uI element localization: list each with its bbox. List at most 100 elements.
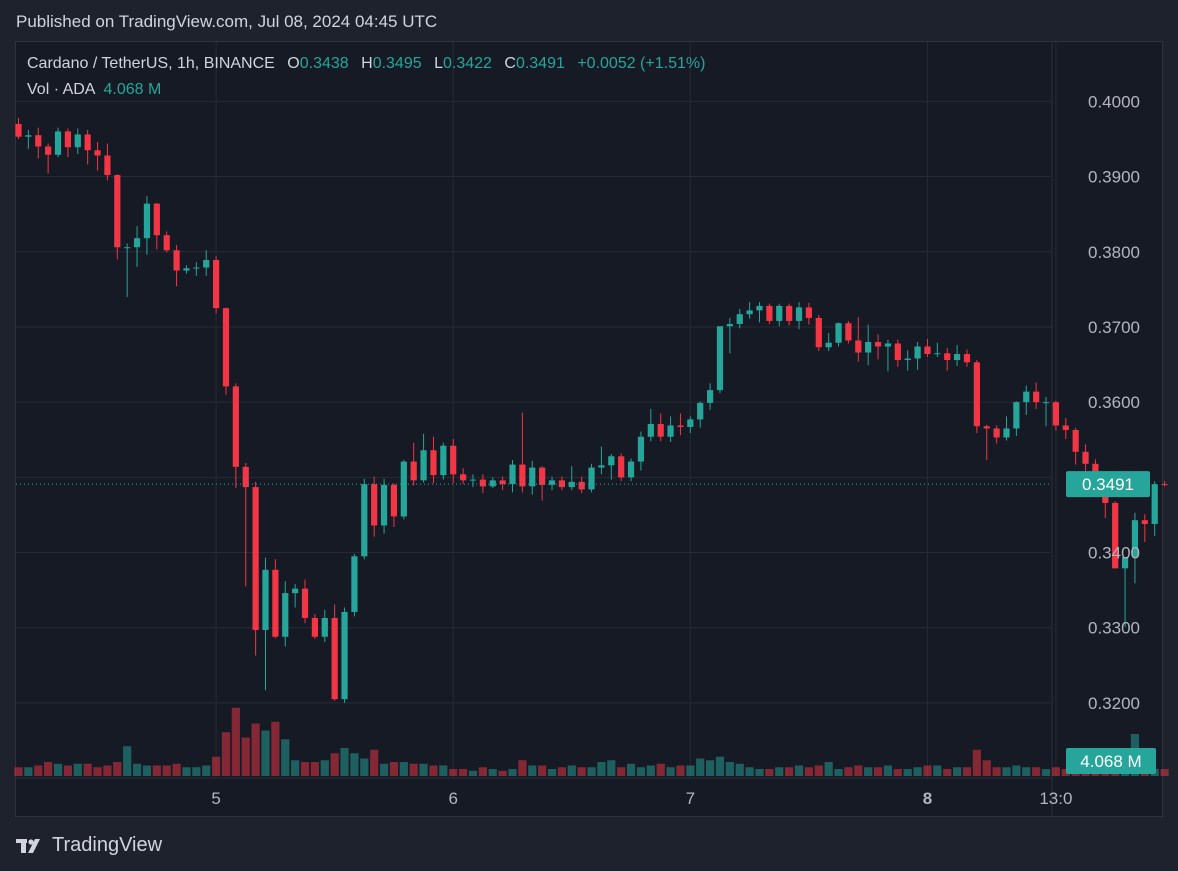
volume-bar <box>844 767 853 776</box>
candle-body <box>410 461 417 481</box>
volume-bar <box>725 762 734 776</box>
volume-bar <box>864 767 873 776</box>
candle-body <box>726 323 733 327</box>
candle-body <box>934 353 941 355</box>
volume-bar <box>824 762 833 776</box>
tradingview-logo-icon <box>16 838 40 853</box>
candle-body <box>578 481 585 490</box>
volume-bar <box>577 767 586 776</box>
open-label: O <box>287 55 300 72</box>
last-price-badge <box>1066 471 1150 498</box>
volume-bar <box>221 732 231 776</box>
volume-bar <box>192 767 201 776</box>
volume-bar <box>1032 767 1041 776</box>
volume-bar <box>123 746 132 776</box>
candle-body <box>54 131 62 155</box>
candle-body <box>1072 429 1079 452</box>
price-candles <box>15 117 1168 703</box>
published-caption: Published on TradingView.com, Jul 08, 20… <box>16 12 438 31</box>
candle-body <box>914 346 921 359</box>
candle-body <box>133 238 141 248</box>
volume-bar <box>281 739 290 776</box>
volume-bar <box>814 765 823 776</box>
candle-body <box>637 436 645 462</box>
candle-body <box>667 425 674 437</box>
volume-bar <box>656 763 665 776</box>
candle-body <box>440 445 447 476</box>
candle-body <box>292 588 299 594</box>
candle-body <box>183 268 190 271</box>
volume-bar <box>271 721 280 776</box>
volume-bar <box>1002 767 1011 776</box>
volume-bar <box>706 760 715 776</box>
candle-body <box>450 445 457 475</box>
y-tick-label: 0.3900 <box>1088 168 1140 187</box>
candle-body <box>627 461 635 478</box>
candle-body <box>469 479 477 481</box>
candle-body <box>993 428 1000 438</box>
volume-bar <box>1061 769 1070 776</box>
volume-bar <box>24 767 33 776</box>
volume-bar <box>478 767 487 776</box>
time-axis: 5 6 7 8 13:0 <box>211 789 1072 808</box>
brand-name: TradingView <box>52 834 163 856</box>
candle-body <box>262 569 269 630</box>
volume-label[interactable]: Vol · ADA <box>27 81 96 98</box>
volume-bar <box>1012 765 1021 776</box>
volume-bar <box>182 767 191 776</box>
candle-body <box>529 467 536 487</box>
candle-body <box>944 353 951 361</box>
candle-body <box>1131 520 1139 558</box>
candle-body <box>766 305 773 321</box>
volume-bar <box>488 769 497 776</box>
volume-bar <box>251 723 260 776</box>
candle-body <box>252 487 259 630</box>
volume-bar <box>528 765 537 776</box>
candle-body <box>460 474 467 481</box>
open-value: 0.3438 <box>299 55 349 72</box>
candle-body <box>786 305 793 321</box>
volume-bar <box>755 769 764 776</box>
volume-bar <box>459 769 468 776</box>
candle-body <box>598 465 605 468</box>
candle-body <box>1141 520 1148 524</box>
y-tick-label: 0.3600 <box>1088 393 1140 412</box>
candle-body <box>924 346 931 355</box>
symbol-title[interactable]: Cardano / TetherUS, 1h, BINANCE <box>27 55 275 72</box>
volume-bar <box>745 767 754 776</box>
candle-body <box>1042 402 1050 404</box>
volume-bar <box>310 762 319 776</box>
chart-panel[interactable] <box>15 41 1163 817</box>
candle-body <box>232 386 239 467</box>
candle-body <box>539 467 546 485</box>
candle-body <box>1161 484 1168 486</box>
candle-body <box>657 423 664 437</box>
candle-body <box>282 593 289 637</box>
volume-bar <box>330 753 339 776</box>
candle-body <box>163 235 170 251</box>
candle-body <box>558 480 565 488</box>
candle-body <box>193 267 200 269</box>
candle-body <box>687 419 694 427</box>
brand-footer[interactable]: TradingView <box>16 834 162 857</box>
volume-bar <box>953 767 962 776</box>
price-axis: 0.32000.33000.34000.35000.36000.37000.38… <box>1088 92 1140 713</box>
candle-body <box>677 425 684 427</box>
x-tick-label: 13:0 <box>1039 789 1072 808</box>
candle-body <box>301 588 309 618</box>
candle-body <box>825 342 832 348</box>
candle-body <box>795 307 803 321</box>
low-value: 0.3422 <box>442 55 492 72</box>
axis-badges: 0.3491 4.068 M <box>1066 471 1156 774</box>
volume-bar <box>607 760 616 776</box>
x-tick-label: 6 <box>448 789 457 808</box>
volume-bar <box>93 767 102 776</box>
candle-body <box>390 484 398 517</box>
last-volume-badge-label: 4.068 M <box>1080 752 1141 771</box>
high-value: 0.3495 <box>372 55 422 72</box>
candle-body <box>548 480 556 485</box>
candle-body <box>973 362 980 427</box>
candle-body <box>1082 451 1089 464</box>
volume-bar <box>202 765 211 776</box>
